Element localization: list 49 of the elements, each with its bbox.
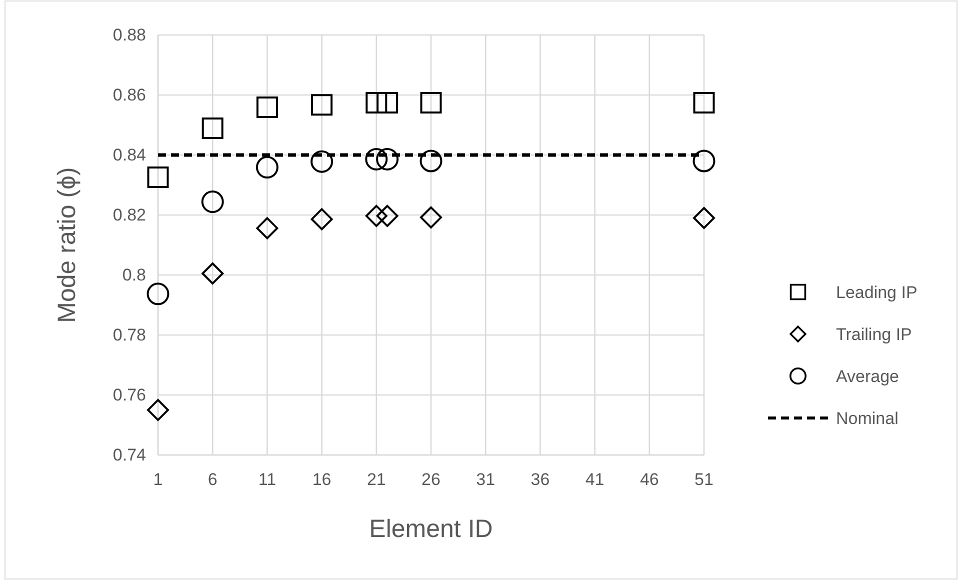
legend-label: Leading IP (836, 283, 918, 302)
point (146, 282, 170, 306)
point (420, 92, 442, 114)
y-tick-label: 0.8 (122, 265, 146, 284)
point (147, 166, 169, 188)
legend-label: Average (836, 367, 900, 386)
y-axis-title: Mode ratio (ϕ) (53, 167, 81, 323)
point (376, 92, 398, 114)
point (366, 92, 388, 114)
x-tick-label: 6 (208, 470, 218, 490)
point (256, 156, 278, 179)
x-tick-label: 36 (530, 470, 550, 490)
point (202, 118, 224, 140)
y-tick-label: 0.84 (112, 145, 146, 164)
x-tick-label: 11 (258, 470, 276, 490)
x-tick-label: 16 (312, 470, 332, 490)
y-tick-label: 0.76 (112, 385, 146, 404)
point (365, 148, 388, 170)
point (420, 206, 442, 228)
point (311, 94, 333, 116)
point (692, 150, 716, 172)
point (256, 96, 278, 118)
point (376, 148, 399, 170)
point (256, 217, 278, 240)
point (693, 92, 715, 114)
y-tick-label: 0.88 (112, 25, 146, 44)
x-tick-label: 26 (422, 470, 440, 490)
x-tick-label: 21 (366, 470, 386, 490)
point (310, 150, 334, 173)
x-tick-label: 31 (476, 470, 496, 490)
point (376, 204, 398, 227)
x-tick-label: 41 (585, 470, 604, 490)
x-tick-label: 1 (153, 470, 163, 490)
y-tick-label: 0.78 (112, 325, 146, 344)
y-tick-label: 0.74 (112, 445, 146, 464)
y-tick-label: 0.82 (112, 205, 146, 224)
point (420, 150, 442, 172)
point (310, 208, 333, 230)
point (201, 190, 224, 214)
x-tick-label: 51 (694, 470, 714, 490)
point (693, 207, 715, 229)
y-tick-label: 0.86 (112, 85, 146, 104)
point (147, 399, 169, 421)
x-axis-title: Element ID (369, 515, 493, 543)
legend-label: Nominal (836, 409, 898, 428)
x-tick-label: 46 (640, 470, 659, 490)
point (365, 204, 388, 227)
point (202, 262, 224, 284)
legend-label: Trailing IP (836, 325, 912, 344)
